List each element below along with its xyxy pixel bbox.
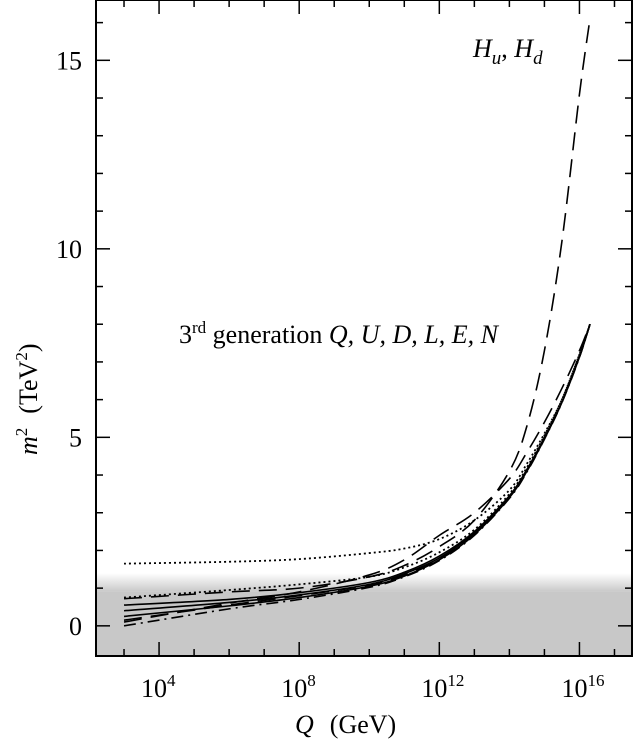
x-tick-label: 1012 [421, 671, 464, 703]
series-line-6-solid [123, 323, 591, 612]
x-tick-label: 108 [281, 671, 316, 703]
series-line-9-longdash [123, 323, 591, 621]
plot-frame [95, 0, 633, 657]
curves [123, 18, 591, 627]
y-tick-label: 0 [69, 612, 82, 641]
y-tick-label: 5 [69, 423, 82, 452]
series-line-1-longdash [123, 18, 591, 600]
x-tick-label: 1016 [561, 671, 604, 703]
series-line-2-longdash [123, 323, 591, 623]
x-tick-label: 104 [141, 671, 176, 703]
y-tick-label: 15 [56, 46, 82, 75]
annotation-higgs: Hu, Hd [472, 34, 543, 69]
x-axis-label: Q (GeV) [295, 710, 396, 739]
series-line-3-dotted [124, 323, 591, 565]
shaded-band [96, 573, 632, 656]
band-solid [96, 591, 632, 656]
annotation-third-generation: 3rd generation Q, U, D, L, E, N [179, 318, 500, 349]
series-line-4-dotted [123, 323, 591, 599]
axis-ticks [96, 0, 632, 656]
y-tick-label: 10 [56, 235, 82, 264]
axis-labels: 104 108 1012 1016 0 5 10 15 [56, 46, 604, 703]
series-line-7-solid [123, 323, 591, 618]
band-fade [96, 573, 632, 592]
y-axis-label: m2(TeV2) [12, 344, 43, 456]
